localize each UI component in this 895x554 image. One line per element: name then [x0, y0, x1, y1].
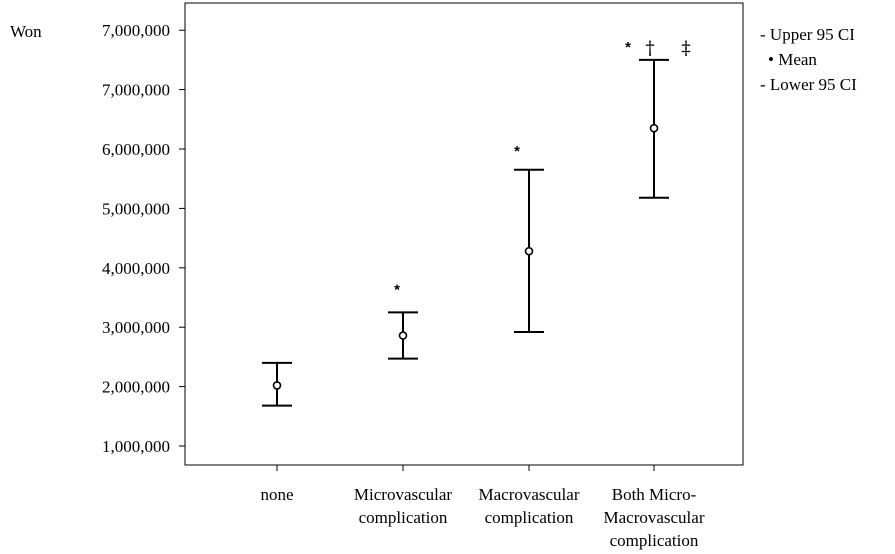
plot-frame — [184, 2, 744, 466]
y-tick-label: 5,000,000 — [102, 199, 170, 218]
x-category-label: Macrovascular — [603, 508, 704, 527]
x-category-label: none — [260, 485, 293, 504]
legend-upper-ci: - Upper 95 CI — [760, 25, 855, 44]
significance-marker: * — [625, 39, 631, 56]
legend-mean: • Mean — [768, 50, 817, 69]
mean-point — [649, 123, 659, 133]
x-category-label: complication — [359, 508, 448, 527]
y-tick-label: 1,000,000 — [102, 437, 170, 456]
mean-point — [398, 331, 408, 340]
legend-lower-ci: - Lower 95 CI — [760, 75, 857, 94]
x-category-label: Macrovascular — [478, 485, 579, 504]
y-tick-label: 7,000,000 — [102, 81, 170, 100]
x-category-label: complication — [610, 531, 699, 550]
significance-marker: * — [514, 143, 520, 160]
x-category-label: complication — [485, 508, 574, 527]
x-category-label: Microvascular — [354, 485, 453, 504]
legend: - Upper 95 CI • Mean - Lower 95 CI — [760, 22, 857, 97]
mean-point — [524, 246, 534, 256]
y-tick-label: 7,000,000 — [102, 21, 170, 40]
significance-marker: ‡ — [681, 37, 691, 59]
y-tick-label: 3,000,000 — [102, 318, 170, 337]
y-unit-label: Won — [10, 22, 42, 41]
mean-point — [272, 381, 282, 390]
y-tick-label: 4,000,000 — [102, 259, 170, 278]
significance-marker: † — [645, 37, 655, 59]
significance-marker: * — [394, 281, 400, 298]
x-category-label: Both Micro- — [612, 485, 697, 504]
y-tick-label: 2,000,000 — [102, 378, 170, 397]
y-tick-label: 6,000,000 — [102, 140, 170, 159]
